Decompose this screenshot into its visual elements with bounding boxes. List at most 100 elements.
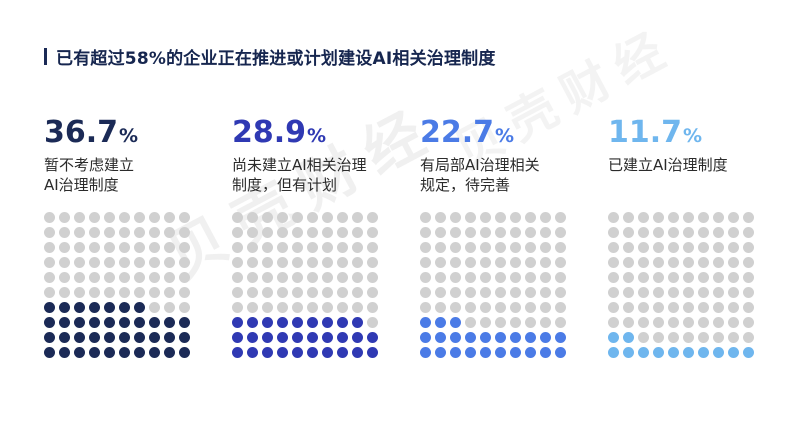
waffle-dot-empty <box>262 257 273 268</box>
waffle-dot-empty <box>89 212 100 223</box>
waffle-dot-filled <box>89 332 100 343</box>
waffle-dot-empty <box>495 212 506 223</box>
waffle-dot-filled <box>277 347 288 358</box>
waffle-dot-empty <box>232 287 243 298</box>
waffle-dot-empty <box>465 227 476 238</box>
waffle-dot-empty <box>555 212 566 223</box>
waffle-dot-filled <box>495 347 506 358</box>
waffle-dot-empty <box>683 242 694 253</box>
waffle-dot-empty <box>555 287 566 298</box>
waffle-dot-empty <box>450 272 461 283</box>
waffle-dot-filled <box>307 317 318 328</box>
waffle-dot-empty <box>352 242 363 253</box>
waffle-dot-empty <box>119 287 130 298</box>
waffle-dot-empty <box>435 227 446 238</box>
waffle-dot-filled <box>623 347 634 358</box>
waffle-dot-empty <box>179 302 190 313</box>
waffle-dot-empty <box>465 272 476 283</box>
waffle-dot-filled <box>510 347 521 358</box>
waffle-dot-empty <box>653 287 664 298</box>
percentage-label: 11.7% <box>608 116 788 153</box>
waffle-dot-empty <box>420 302 431 313</box>
waffle-dot-empty <box>743 242 754 253</box>
waffle-dot-empty <box>44 272 55 283</box>
waffle-dot-filled <box>134 317 145 328</box>
waffle-dot-empty <box>698 242 709 253</box>
waffle-dot-empty <box>668 332 679 343</box>
waffle-dot-empty <box>713 242 724 253</box>
waffle-dot-filled <box>292 347 303 358</box>
waffle-dot-empty <box>510 272 521 283</box>
waffle-dot-empty <box>480 212 491 223</box>
waffle-dot-empty <box>352 212 363 223</box>
waffle-dot-empty <box>623 272 634 283</box>
waffle-dot-empty <box>683 212 694 223</box>
percentage-label: 36.7% <box>44 116 224 153</box>
waffle-dot-empty <box>540 212 551 223</box>
waffle-dot-empty <box>495 242 506 253</box>
waffle-dot-empty <box>435 257 446 268</box>
waffle-dot-filled <box>420 332 431 343</box>
waffle-dot-empty <box>608 257 619 268</box>
waffle-dot-filled <box>435 347 446 358</box>
waffle-dot-empty <box>44 227 55 238</box>
waffle-dot-empty <box>232 242 243 253</box>
waffle-dot-empty <box>510 227 521 238</box>
waffle-dot-empty <box>337 272 348 283</box>
waffle-dot-empty <box>232 272 243 283</box>
waffle-dot-filled <box>232 347 243 358</box>
waffle-dot-filled <box>247 347 258 358</box>
waffle-dot-empty <box>164 242 175 253</box>
waffle-dot-empty <box>668 302 679 313</box>
waffle-dot-filled <box>44 317 55 328</box>
waffle-dot-empty <box>420 287 431 298</box>
waffle-dot-empty <box>608 272 619 283</box>
waffle-dot-empty <box>698 212 709 223</box>
waffle-dot-empty <box>89 257 100 268</box>
waffle-dot-empty <box>149 242 160 253</box>
waffle-dot-empty <box>608 287 619 298</box>
waffle-dot-filled <box>277 332 288 343</box>
waffle-dot-filled <box>540 347 551 358</box>
waffle-dot-empty <box>683 287 694 298</box>
waffle-dot-empty <box>262 302 273 313</box>
waffle-dot-empty <box>450 242 461 253</box>
waffle-dot-filled <box>134 347 145 358</box>
waffle-dot-empty <box>89 272 100 283</box>
waffle-dot-filled <box>74 317 85 328</box>
waffle-dot-empty <box>555 272 566 283</box>
waffle-dot-empty <box>247 302 258 313</box>
waffle-dot-empty <box>277 227 288 238</box>
waffle-dot-empty <box>44 242 55 253</box>
waffle-dot-filled <box>247 317 258 328</box>
waffle-dot-empty <box>653 257 664 268</box>
waffle-dot-empty <box>277 302 288 313</box>
percentage-unit: % <box>495 125 515 147</box>
waffle-dot-empty <box>277 242 288 253</box>
waffle-dot-empty <box>164 227 175 238</box>
waffle-dot-empty <box>232 257 243 268</box>
waffle-dot-filled <box>480 332 491 343</box>
waffle-dot-filled <box>59 332 70 343</box>
waffle-dot-empty <box>337 212 348 223</box>
waffle-dot-empty <box>638 317 649 328</box>
waffle-dot-empty <box>525 242 536 253</box>
waffle-dot-empty <box>623 242 634 253</box>
waffle-dot-empty <box>277 287 288 298</box>
waffle-dot-empty <box>698 287 709 298</box>
waffle-dot-empty <box>149 302 160 313</box>
waffle-dot-empty <box>608 227 619 238</box>
waffle-dot-empty <box>728 332 739 343</box>
waffle-dot-empty <box>653 272 664 283</box>
waffle-dot-filled <box>164 347 175 358</box>
waffle-dot-filled <box>179 332 190 343</box>
waffle-dot-empty <box>367 272 378 283</box>
waffle-dot-empty <box>653 212 664 223</box>
waffle-dot-empty <box>89 227 100 238</box>
waffle-dot-empty <box>728 242 739 253</box>
waffle-dot-empty <box>232 212 243 223</box>
waffle-dot-empty <box>134 272 145 283</box>
waffle-dot-empty <box>495 227 506 238</box>
waffle-dot-empty <box>480 227 491 238</box>
waffle-dot-empty <box>119 257 130 268</box>
